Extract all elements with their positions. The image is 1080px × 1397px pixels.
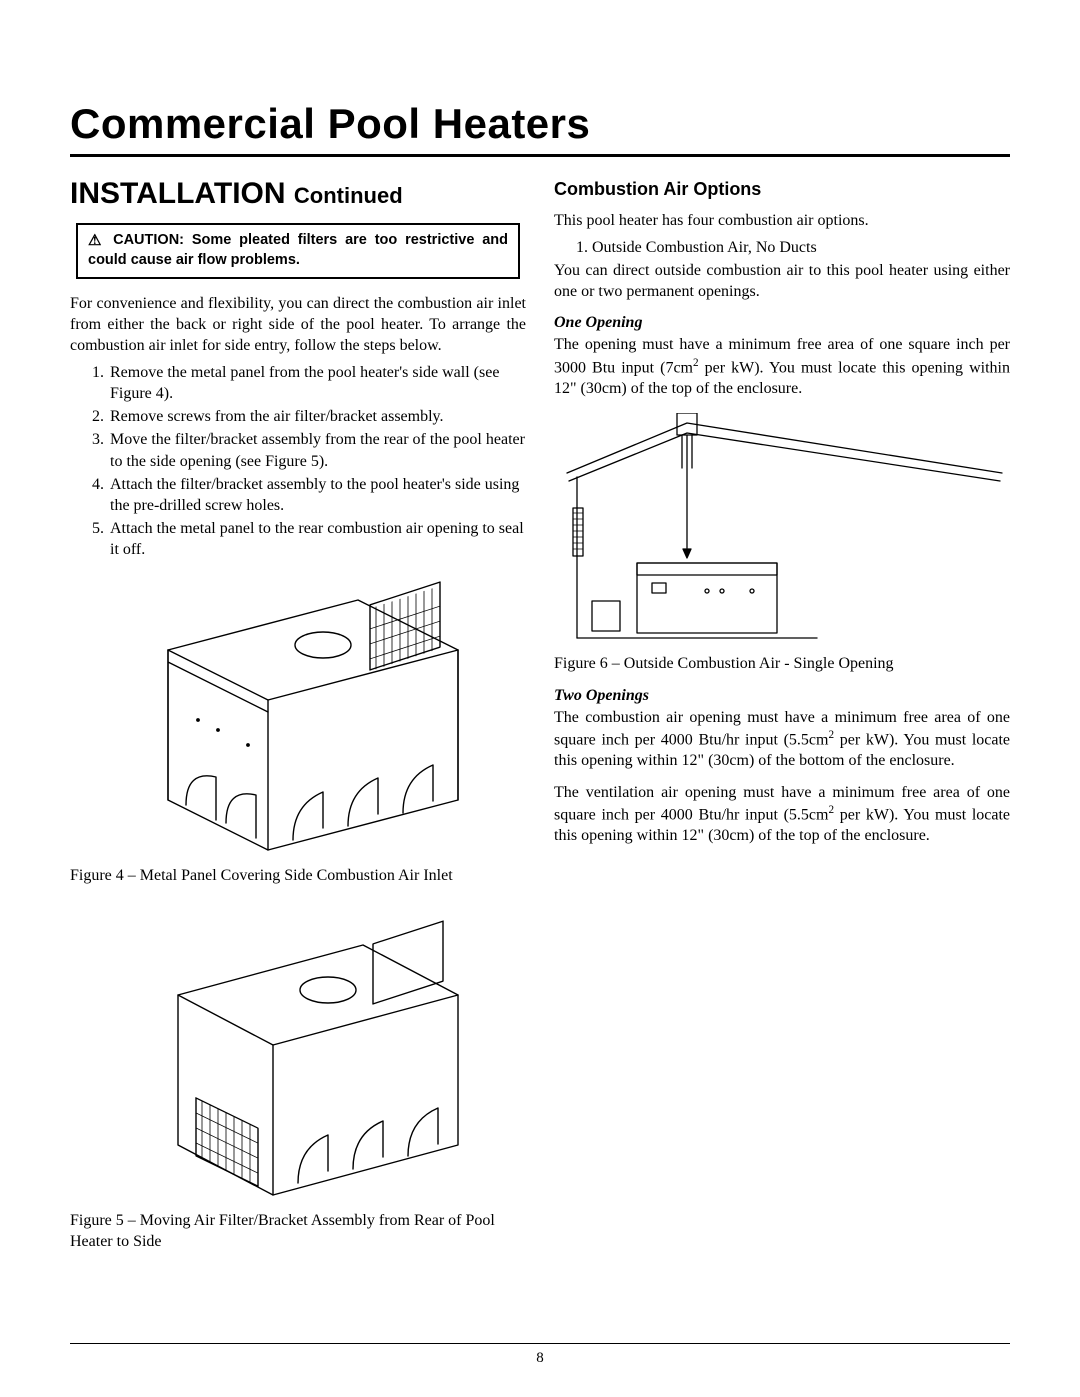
intro-paragraph: For convenience and flexibility, you can… (70, 293, 526, 356)
figure-6-caption: Figure 6 – Outside Combustion Air - Sing… (554, 654, 1010, 675)
figure-4: Figure 4 – Metal Panel Covering Side Com… (70, 570, 526, 887)
figure-4-caption: Figure 4 – Metal Panel Covering Side Com… (70, 866, 526, 887)
two-openings-p1: The combustion air opening must have a m… (554, 707, 1010, 772)
two-openings-p2: The ventilation air opening must have a … (554, 782, 1010, 847)
page-title: Commercial Pool Heaters (70, 100, 1010, 148)
installation-heading: INSTALLATION Continued (70, 179, 526, 209)
step-2: Remove screws from the air filter/bracke… (108, 406, 526, 427)
heading-suffix: Continued (294, 183, 403, 208)
figure-5-svg (108, 905, 488, 1205)
step-1: Remove the metal panel from the pool hea… (108, 362, 526, 404)
step-5: Attach the metal panel to the rear combu… (108, 518, 526, 560)
one-opening-text: The opening must have a minimum free are… (554, 334, 1010, 399)
one-opening-label: One Opening (554, 314, 1010, 332)
two-openings-label: Two Openings (554, 687, 1010, 705)
page-number: 8 (536, 1350, 544, 1366)
step-3: Move the filter/bracket assembly from th… (108, 429, 526, 471)
title-rule (70, 154, 1010, 157)
combustion-intro: This pool heater has four combustion air… (554, 210, 1010, 231)
warning-icon: ⚠ (88, 232, 105, 249)
left-column: INSTALLATION Continued ⚠ CAUTION: Some p… (70, 179, 526, 1253)
caution-label: CAUTION: (113, 232, 184, 248)
option-1: Outside Combustion Air, No Ducts (592, 237, 1010, 258)
right-column: Combustion Air Options This pool heater … (554, 179, 1010, 1253)
figure-6: Figure 6 – Outside Combustion Air - Sing… (554, 413, 1010, 675)
two-column-layout: INSTALLATION Continued ⚠ CAUTION: Some p… (70, 179, 1010, 1253)
figure-4-svg (108, 570, 488, 860)
heading-main: INSTALLATION (70, 177, 286, 210)
combustion-options-list: Outside Combustion Air, No Ducts (554, 237, 1010, 258)
figure-5: Figure 5 – Moving Air Filter/Bracket Ass… (70, 905, 526, 1253)
figure-5-caption: Figure 5 – Moving Air Filter/Bracket Ass… (70, 1211, 526, 1253)
option-1-desc: You can direct outside combustion air to… (554, 260, 1010, 302)
page-footer: 8 (0, 1343, 1080, 1367)
footer-rule (70, 1343, 1010, 1344)
step-4: Attach the filter/bracket assembly to th… (108, 474, 526, 516)
figure-6-svg (557, 413, 1007, 648)
combustion-air-heading: Combustion Air Options (554, 179, 1010, 200)
installation-steps: Remove the metal panel from the pool hea… (70, 362, 526, 560)
caution-box: ⚠ CAUTION: Some pleated filters are too … (76, 223, 520, 279)
